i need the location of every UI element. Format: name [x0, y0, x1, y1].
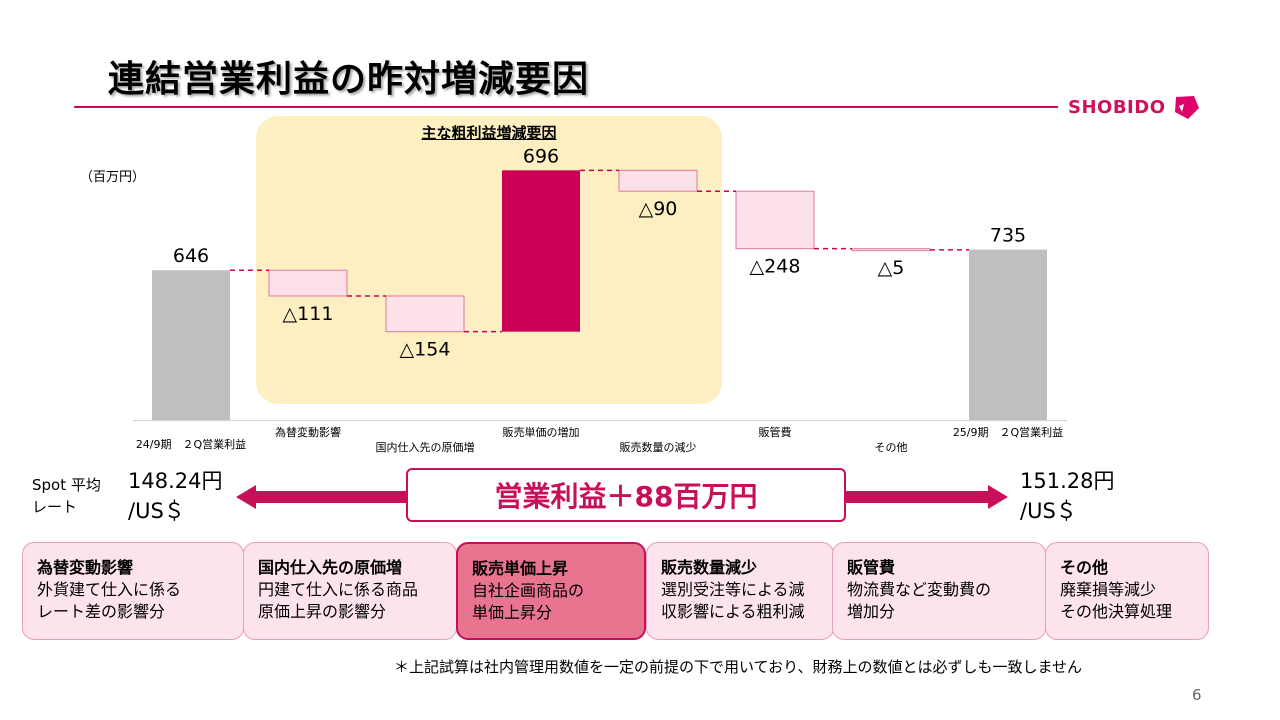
- footnote: ＊上記試算は社内管理用数値を一定の前提の下で用いており、財務上の数値とは必ずしも…: [394, 658, 1083, 676]
- bar: [969, 249, 1047, 420]
- factor-line: レート差の影響分: [37, 602, 166, 621]
- arrow-left-bar: [252, 491, 406, 503]
- factor-line: 原価上昇の影響分: [258, 602, 387, 621]
- factor-card-sga: 販管費 物流費など変動費の 増加分: [832, 542, 1046, 640]
- factor-line: 選別受注等による減: [661, 580, 805, 599]
- logo-text: SHOBIDO: [1068, 96, 1166, 118]
- factor-card-volume: 販売数量減少 選別受注等による減 収影響による粗利減: [646, 542, 834, 640]
- bar: [851, 248, 931, 252]
- data-label: △111: [283, 303, 334, 325]
- data-label: 646: [173, 245, 209, 267]
- factor-line: 廃棄損等減少: [1060, 580, 1157, 599]
- factor-line: その他決算処理: [1060, 602, 1173, 621]
- bar: [385, 295, 465, 333]
- rate-right-unit: /US＄: [1020, 499, 1077, 523]
- waterfall-chart: 646 △111 △154 696 △90 △248 △5 735 24/9期 ２Q営業利益 為替…: [133, 145, 1067, 454]
- arrow-right-bar: [846, 491, 990, 503]
- bar: [502, 170, 580, 332]
- factor-line: 増加分: [847, 602, 896, 621]
- operating-profit-change: 営業利益＋88百万円: [406, 468, 846, 522]
- category-label: 24/9期 ２Q営業利益: [136, 437, 246, 451]
- factor-line: 自社企画商品の: [472, 581, 585, 600]
- factor-line: 収影響による粗利減: [661, 602, 805, 621]
- factor-line: 円建て仕入に係る商品: [258, 580, 419, 599]
- rate-right: 151.28円 /US＄: [1020, 466, 1114, 526]
- bar: [618, 169, 698, 192]
- factor-card-fx: 為替変動影響 外貨建て仕入に係る レート差の影響分: [22, 542, 244, 640]
- logo-mark-icon: [1174, 96, 1199, 119]
- category-label: 販管費: [759, 425, 792, 439]
- page-number: 6: [1192, 686, 1202, 704]
- factor-heading: その他: [1060, 558, 1109, 577]
- spot-rate-label: Spot 平均 レート: [32, 474, 122, 518]
- factor-line: 物流費など変動費の: [847, 580, 992, 599]
- panel-title: 主な粗利益増減要因: [421, 124, 557, 142]
- factor-heading: 販売数量減少: [661, 558, 758, 577]
- data-label: △248: [750, 256, 801, 278]
- factor-heading: 販管費: [847, 558, 896, 577]
- category-label: 25/9期 ２Q営業利益: [953, 425, 1063, 439]
- rate-right-value: 151.28円: [1020, 469, 1115, 493]
- factor-heading: 販売単価上昇: [472, 559, 569, 578]
- bar: [152, 270, 230, 420]
- category-label: 国内仕入先の原価増: [376, 440, 475, 454]
- factor-card-unit-price: 販売単価上昇 自社企画商品の 単価上昇分: [456, 542, 646, 640]
- rate-left: 148.24円 /US＄: [128, 466, 222, 526]
- data-label: △90: [639, 198, 678, 220]
- category-label: 販売数量の減少: [620, 440, 697, 454]
- category-label: 販売単価の増加: [503, 425, 580, 439]
- rate-left-unit: /US＄: [128, 499, 185, 523]
- title-rule: [74, 106, 1058, 108]
- rate-left-value: 148.24円: [128, 469, 223, 493]
- bar: [735, 190, 815, 250]
- spot-rate-label-text: Spot 平均 レート: [32, 476, 101, 516]
- factor-line: 外貨建て仕入に係る: [37, 580, 182, 599]
- gross-profit-factors-panel: [256, 116, 722, 404]
- data-label: △5: [878, 257, 905, 279]
- unit-label: （百万円）: [80, 170, 146, 185]
- category-label: 為替変動影響: [275, 425, 341, 439]
- factor-card-domestic-cost: 国内仕入先の原価増 円建て仕入に係る商品 原価上昇の影響分: [243, 542, 457, 640]
- page-title: 連結営業利益の昨対増減要因: [108, 59, 590, 100]
- factor-heading: 為替変動影響: [37, 558, 134, 577]
- company-logo: SHOBIDO: [1068, 92, 1200, 122]
- category-label: その他: [875, 441, 908, 454]
- data-label: 735: [990, 225, 1026, 247]
- arrow-right-icon: [988, 485, 1008, 509]
- factor-heading: 国内仕入先の原価増: [258, 558, 403, 577]
- arrow-left-icon: [236, 485, 256, 509]
- factor-card-other: その他 廃棄損等減少 その他決算処理: [1045, 542, 1209, 640]
- factor-line: 単価上昇分: [472, 603, 553, 622]
- operating-profit-change-text: 営業利益＋88百万円: [494, 480, 758, 513]
- bar: [268, 269, 348, 297]
- data-label: 696: [523, 145, 559, 167]
- data-label: △154: [400, 339, 451, 361]
